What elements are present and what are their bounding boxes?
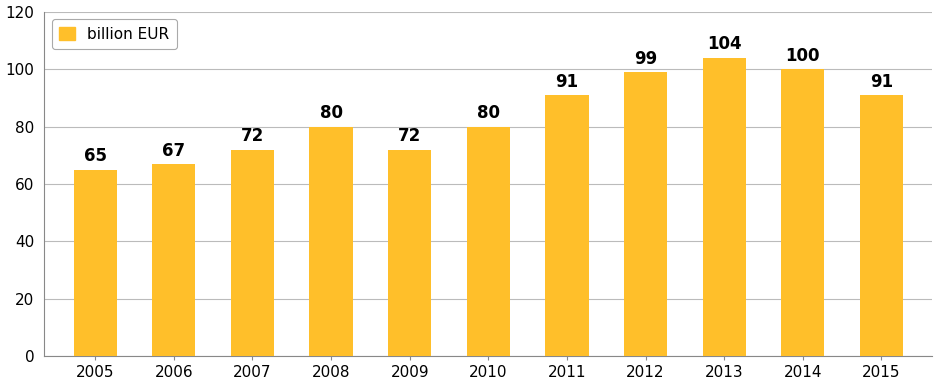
Bar (467, 127, 510, 356)
Text: 91: 91 (555, 73, 579, 91)
Text: 91: 91 (870, 73, 893, 91)
Text: 100: 100 (785, 47, 820, 65)
Text: 72: 72 (241, 127, 265, 145)
Bar (231, 149, 274, 356)
Text: 65: 65 (83, 147, 107, 165)
Text: 67: 67 (162, 142, 186, 159)
Bar (73, 169, 117, 356)
Text: 80: 80 (477, 104, 500, 122)
Bar (310, 127, 353, 356)
Bar (703, 58, 746, 356)
Bar (624, 72, 667, 356)
Text: 72: 72 (398, 127, 421, 145)
Bar (152, 164, 195, 356)
Bar (388, 149, 431, 356)
Text: 80: 80 (320, 104, 342, 122)
Bar (860, 95, 903, 356)
Bar (781, 69, 825, 356)
Text: 99: 99 (634, 49, 658, 68)
Legend: billion EUR: billion EUR (52, 19, 176, 49)
Bar (545, 95, 588, 356)
Text: 104: 104 (707, 35, 741, 53)
